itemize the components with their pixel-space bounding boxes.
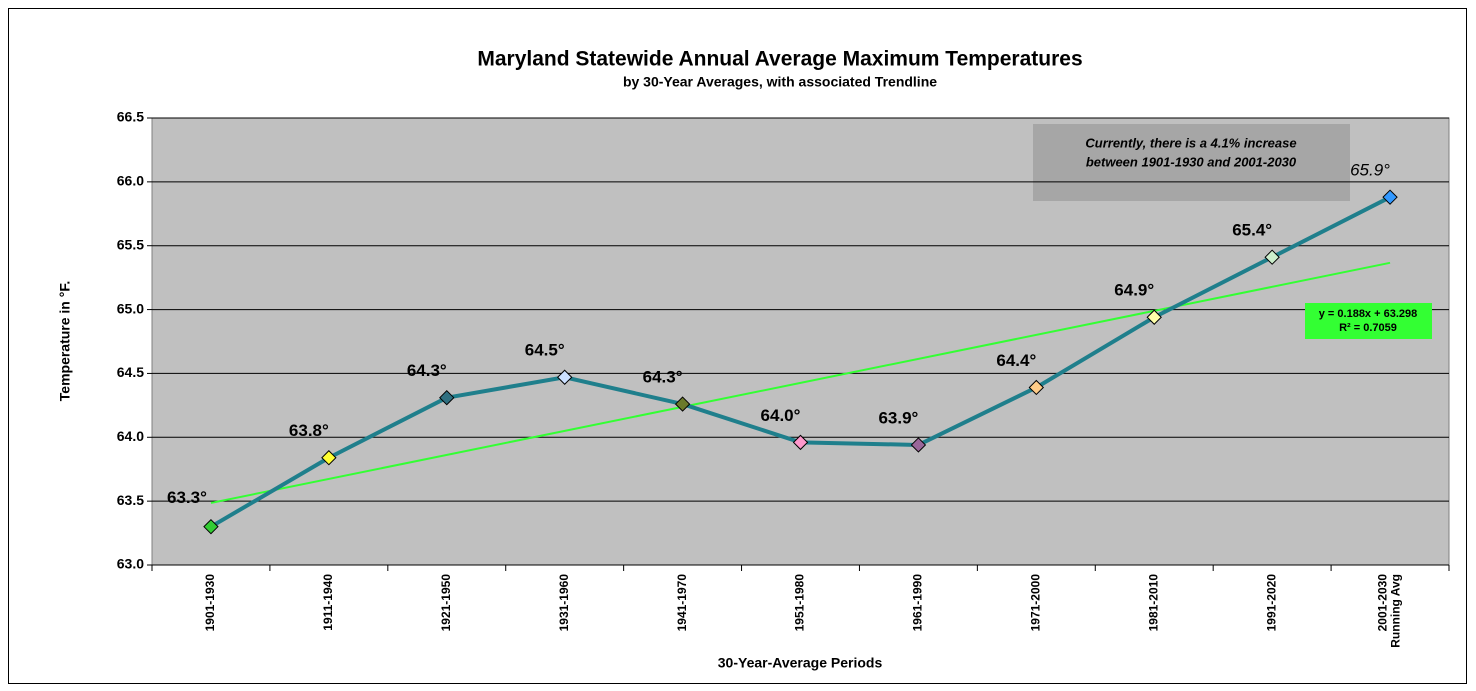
data-label: 64.3° [643,368,683,387]
data-label: 64.0° [761,406,801,425]
chart-title: Maryland Statewide Annual Average Maximu… [477,48,1082,71]
x-tick-label: 1981-2010 [1146,574,1160,632]
marker [321,450,337,466]
x-tick-label: Running Avg [1389,574,1403,648]
x-tick-label: 1961-1990 [911,574,925,632]
data-label: 63.3° [167,488,207,507]
x-tick-label: 1901-1930 [203,574,217,632]
marker [674,396,691,412]
trendline-r2: R² = 0.7059 [1339,322,1397,334]
y-tick-label: 63.0 [117,556,144,572]
annotation: between 1901-1930 and 2001-2030 [1086,154,1297,169]
x-tick-label: 1951-1980 [793,574,807,632]
data-label: 64.4° [996,351,1036,370]
marker [792,434,809,451]
y-tick-label: 66.0 [117,173,144,189]
y-tick-label: 63.5 [117,492,144,508]
data-label: 63.8° [289,421,329,440]
y-tick-label: 66.5 [117,109,144,125]
annotation: Currently, there is a 4.1% increase [1085,135,1296,150]
marker [1146,309,1162,325]
marker [910,437,927,453]
data-label: 63.9° [878,408,918,427]
data-label: 65.9° [1350,161,1390,180]
trendline-label-box [1305,303,1432,339]
y-tick-label: 65.5 [117,236,144,252]
trendline [210,261,1391,504]
marker [439,389,455,406]
y-tick-label: 64.0 [117,428,144,444]
x-tick-label: 1971-2000 [1028,574,1042,632]
data-label: 65.4° [1232,221,1272,240]
y-axis-title: Temperature in °F. [57,281,73,401]
x-tick-label: 1911-1940 [321,574,335,631]
marker [556,369,573,385]
trendline-equation: y = 0.188x + 63.298 [1319,308,1417,320]
data-label: 64.9° [1114,281,1154,300]
annotation-box [1033,124,1350,201]
y-tick-label: 65.0 [117,300,144,316]
chart-subtitle: by 30-Year Averages, with associated Tre… [623,74,937,90]
x-tick-label: 2001-2030 [1376,574,1390,632]
marker [1264,249,1280,265]
x-axis-title: 30-Year-Average Periods [718,655,883,671]
y-tick-label: 64.5 [117,364,144,380]
data-label: 64.5° [525,341,565,360]
x-tick-label: 1941-1970 [675,574,689,632]
data-label: 64.3° [407,361,447,380]
x-tick-label: 1921-1950 [439,574,453,632]
marker [1382,189,1398,205]
marker [1028,379,1045,396]
x-tick-label: 1991-2020 [1264,574,1278,632]
x-tick-label: 1931-1960 [557,574,571,632]
marker [203,518,219,535]
